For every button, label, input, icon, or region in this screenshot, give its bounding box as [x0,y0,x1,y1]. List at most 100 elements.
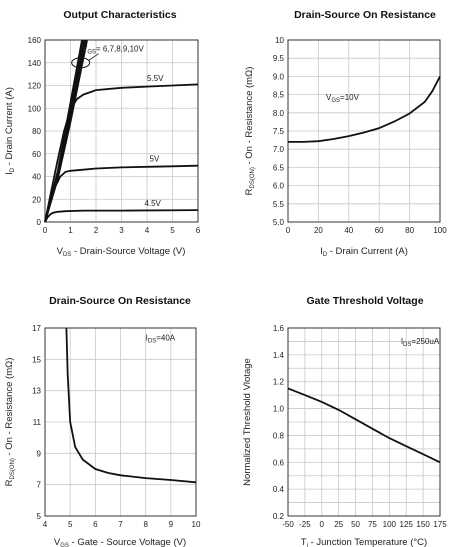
x-axis-label: ID - Drain Current (A) [320,246,408,258]
x-tick-label: 4 [43,520,48,529]
y-tick-label: 6.5 [273,163,285,172]
x-tick-label: 75 [368,520,377,529]
y-axis-label-rest: - On - Resistance (mΩ) [244,67,255,168]
y-tick-label: 0.8 [273,431,285,440]
x-axis-label: VDS - Drain-Source Voltage (V) [57,246,186,258]
y-tick-label: 60 [32,150,41,159]
x-axis-label-rest: - Gate - Source Voltage (V) [69,537,186,547]
y-axis-label-sub: DS(ON) [10,458,16,479]
x-axis-label-main: V [57,246,64,257]
y-tick-label: 9 [37,449,42,458]
x-tick-label: 8 [143,520,148,529]
x-tick-label: 80 [405,226,414,235]
x-tick-label: 9 [169,520,174,529]
x-tick-label: 2 [94,226,99,235]
x-axis-label: Tj - Junction Temperature (°C) [301,537,427,547]
vgs-annotation: VGS=10V [326,93,360,104]
x-tick-label: 25 [334,520,343,529]
chart-title: Drain-Source On Resistance [294,9,436,21]
y-tick-label: 10 [275,36,284,45]
y-axis-label-main: R [244,188,255,195]
chart-2: Drain-Source On Resistance 0 20 40 60 80 100 5.… [244,9,447,258]
y-tick-label: 5.0 [273,218,285,227]
ids-annotation-rest: =40A [156,334,176,343]
x-tick-label: 3 [119,226,124,235]
ids-annotation-sub: DS [148,339,156,345]
plot-frame [44,327,197,517]
x-tick-label: 20 [314,226,323,235]
y-tick-label: 120 [28,82,42,91]
x-axis-label-main: V [54,537,61,547]
chart-4: Gate Threshold Voltage -50 -25 0 25 50 75 100 12… [242,295,447,547]
x-axis-label-sub: D [323,252,328,258]
x-tick-label: 60 [375,226,384,235]
chart-title: Output Characteristics [63,9,176,21]
series-line [65,327,197,484]
y-tick-label: 7.0 [273,145,285,154]
y-tick-label: 20 [32,195,41,204]
y-tick-label: 8.0 [273,109,285,118]
x-axis-label-main: I [320,246,323,257]
chart-title: Gate Threshold Voltage [306,295,423,307]
x-tick-label: 4 [145,226,150,235]
series-line [287,387,441,464]
x-axis-label-rest: - Junction Temperature (°C) [308,537,427,547]
plot-frame [287,327,441,517]
y-axis-label-main: R [4,479,15,486]
x-tick-label: 0 [320,520,325,529]
y-tick-label: 100 [28,104,42,113]
y-axis-label-sub: DS(ON) [250,167,256,188]
plot-frame [287,39,441,223]
series-line [288,75,441,143]
y-tick-label: 140 [28,59,42,68]
x-tick-label: 100 [383,520,397,529]
x-tick-label: 5 [170,226,175,235]
y-tick-label: 6.0 [273,182,285,191]
y-axis-label: Normalized Threshold Vlotage [242,358,253,486]
series-line [44,209,199,223]
y-tick-label: 8.5 [273,91,285,100]
ids-annotation-sub: DS [403,342,411,348]
y-tick-label: 40 [32,173,41,182]
ids-annotation: IDS=250uA [401,337,440,348]
chart-title: Drain-Source On Resistance [49,295,191,307]
y-tick-label: 9.0 [273,72,285,81]
y-tick-label: 9.5 [273,54,285,63]
x-axis-label: VGS - Gate - Source Voltage (V) [54,537,186,547]
y-axis-label: RDS(ON) - On - Resistance (mΩ) [244,67,256,196]
x-tick-label: 5 [68,520,73,529]
y-tick-label: 80 [32,127,41,136]
x-axis-label-main: T [301,537,307,547]
x-tick-label: 175 [433,520,447,529]
curve-label-4-5v: 4.5V [144,199,161,208]
y-tick-label: 0.2 [273,512,285,521]
x-axis-label-rest: - Drain Current (A) [327,246,408,257]
y-tick-label: 1.4 [273,351,285,360]
y-tick-label: 1.6 [273,324,285,333]
vgs-annotation: VGS= 6,7,8,9,10V [82,44,144,55]
y-tick-label: 5 [37,512,42,521]
ids-annotation-main: I [146,334,148,343]
x-tick-label: 6 [93,520,98,529]
y-tick-label: 160 [28,36,42,45]
ids-annotation-main: I [401,337,403,346]
y-tick-label: 7.5 [273,127,285,136]
vgs-annotation-rest: = 6,7,8,9,10V [96,44,144,53]
vgs-annotation-main: V [326,93,332,102]
leader-line [88,53,99,61]
y-tick-label: 7 [37,481,42,490]
ids-annotation: IDS=40A [146,334,176,345]
series-line [44,83,199,223]
y-tick-label: 0 [37,218,42,227]
x-tick-label: 10 [192,520,201,529]
x-tick-label: 125 [400,520,414,529]
x-tick-label: 40 [344,226,353,235]
plot-frame [44,39,199,223]
y-axis-label: RDS(ON) - On - Resistance (mΩ) [4,358,16,487]
y-axis-label-rest: - On - Resistance (mΩ) [4,358,15,459]
x-tick-label: 50 [351,520,360,529]
vgs-annotation-sub: GS [331,98,340,104]
